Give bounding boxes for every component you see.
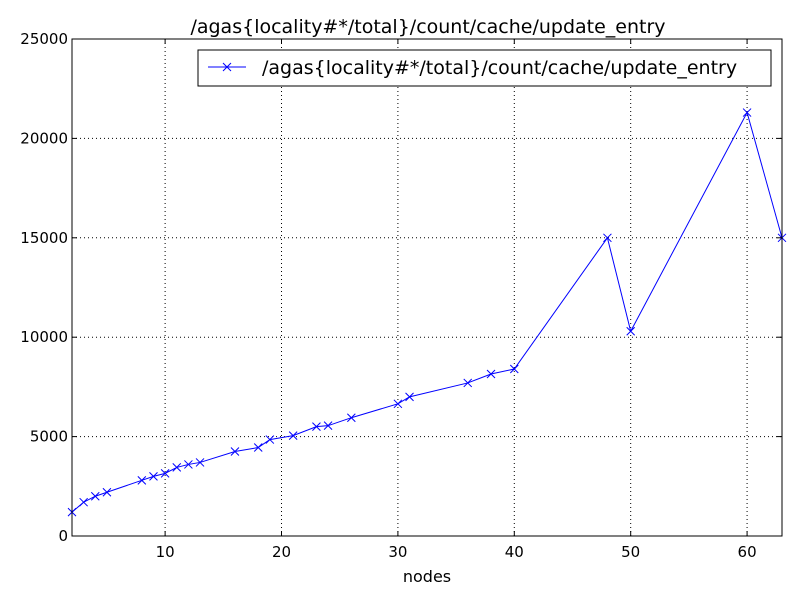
data-point-marker	[509, 364, 519, 374]
data-point-marker	[172, 463, 182, 472]
x-tick-label: 20	[272, 543, 291, 561]
y-tick-label: 5000	[30, 428, 68, 446]
legend-label: /agas{locality#*/total}/count/cache/upda…	[262, 57, 737, 79]
data-point-marker	[405, 392, 414, 402]
x-tick-label: 50	[621, 543, 640, 561]
data-point-marker	[312, 422, 321, 432]
data-point-marker	[603, 233, 612, 243]
data-point-marker	[346, 413, 356, 423]
series-layer	[67, 108, 787, 517]
data-point-marker	[463, 378, 473, 388]
data-point-marker	[149, 472, 158, 481]
legend: /agas{locality#*/total}/count/cache/upda…	[197, 49, 772, 87]
series-line	[71, 111, 783, 513]
plot-frame	[71, 38, 783, 537]
data-point-marker	[195, 458, 205, 467]
y-tick-label: 25000	[20, 30, 68, 48]
chart-title: /agas{locality#*/total}/count/cache/upda…	[190, 16, 665, 38]
data-point-marker	[486, 369, 496, 379]
data-point-marker	[265, 435, 275, 444]
ticks: 10 20 30 40 50 60 0 5000 10000 15000 20000 25000	[20, 30, 782, 561]
y-tick-label: 0	[58, 527, 68, 545]
x-tick-label: 30	[388, 543, 407, 561]
y-tick-label: 10000	[20, 328, 68, 346]
data-point-marker	[230, 447, 240, 456]
data-point-marker	[184, 460, 193, 469]
legend-box	[197, 49, 772, 87]
data-point-marker	[288, 431, 298, 440]
x-tick-label: 60	[738, 543, 757, 561]
x-axis-label: nodes	[403, 567, 451, 586]
data-point-marker	[393, 399, 403, 409]
x-tick-label: 10	[156, 543, 175, 561]
data-point-marker	[626, 326, 636, 336]
legend-marker-icon	[222, 62, 232, 72]
y-tick-label: 20000	[20, 129, 68, 147]
data-point-marker	[102, 487, 112, 497]
y-tick-label: 15000	[20, 229, 68, 247]
data-point-marker	[90, 491, 100, 501]
data-point-marker	[160, 469, 170, 478]
data-point-marker	[137, 475, 147, 485]
grid	[72, 39, 782, 536]
data-point-marker	[323, 421, 333, 431]
data-point-marker	[742, 108, 752, 117]
data-point-marker	[253, 443, 263, 452]
x-tick-label: 40	[505, 543, 524, 561]
data-point-marker	[79, 497, 88, 507]
